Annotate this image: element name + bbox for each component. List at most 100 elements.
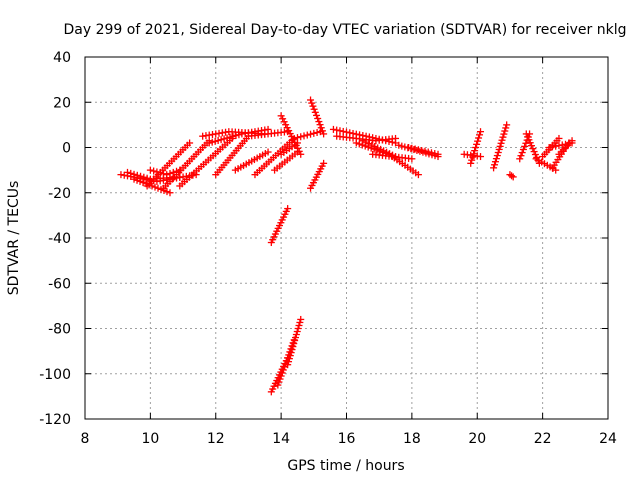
data-point [151,183,159,191]
data-point [312,111,320,119]
data-point [517,152,525,160]
data-point [508,172,516,180]
axis-ticks: 8 10 12 14 16 18 20 22 24 -120 -100 -80 -60 -40 -20 0 20… [39,50,617,447]
data-point [284,361,292,369]
data-point [264,148,272,156]
data-point [414,146,422,154]
x-tick-label: 24 [599,431,617,447]
data-point [472,144,480,151]
data-point [509,173,517,181]
data-point [303,131,311,139]
x-tick-label: 18 [403,431,421,447]
data-point [309,102,317,110]
data-point [297,315,305,323]
data-point [492,155,500,163]
data-point [501,127,509,135]
data-point [427,149,435,157]
data-point [307,96,315,104]
data-point [127,169,135,177]
data-point [314,114,322,122]
data-point [279,366,287,374]
data-point [473,140,481,148]
data-point [143,174,151,182]
data-point [495,145,503,153]
data-point [275,378,283,386]
data-point [395,141,403,149]
data-point [471,147,479,155]
x-axis-label: GPS time / hours [287,458,404,474]
data-point [133,176,141,184]
data-point [297,133,305,141]
data-point [295,321,303,329]
data-point [496,142,504,150]
y-tick-label: -120 [39,412,71,428]
data-point [136,177,144,185]
data-point [405,144,413,151]
data-point [568,137,576,145]
y-axis-label: SDTVAR / TECUs [6,181,22,296]
data-point [274,381,282,389]
data-point [470,150,478,158]
data-point [499,133,507,141]
data-point [521,142,529,150]
x-tick-label: 20 [468,431,486,447]
data-point [475,134,483,142]
data-point [297,150,305,158]
data-point [408,155,416,163]
data-point [498,136,506,144]
y-tick-label: 40 [53,50,71,66]
data-point [434,150,442,158]
data-point [555,134,563,142]
x-tick-label: 8 [81,431,90,447]
data-point [313,129,321,137]
data-point [140,173,148,181]
data-point [502,124,510,132]
data-point [398,142,406,150]
data-point [285,355,293,363]
data-point [276,375,284,383]
data-point [186,139,194,147]
data-point [491,158,499,166]
data-point [493,152,501,160]
data-point [311,108,319,116]
data-point [308,99,316,107]
data-point [293,328,301,336]
data-points [117,96,576,396]
data-point [392,134,400,142]
data-point [296,318,304,326]
data-point [166,170,174,178]
data-point [320,159,328,167]
data-point [307,130,315,138]
data-point [310,129,318,137]
y-tick-label: -100 [39,367,71,383]
data-point [477,153,485,161]
data-point [421,147,429,155]
data-point [500,130,508,138]
data-point [317,124,325,132]
data-point [291,337,299,345]
x-tick-label: 12 [207,431,225,447]
data-point [289,343,297,351]
data-point [166,189,174,197]
data-point [494,149,502,157]
data-point [418,147,426,155]
data-point [519,145,527,153]
data-point [150,167,158,175]
data-point [292,334,300,342]
data-point [408,144,416,152]
x-tick-label: 22 [534,431,552,447]
data-point [474,137,482,145]
data-point [468,156,476,164]
y-tick-label: -20 [48,186,71,202]
data-point [293,139,301,147]
data-point [329,125,337,133]
data-point [503,121,511,129]
data-point [278,369,286,377]
data-point [469,153,477,161]
data-point [516,155,524,163]
data-point [286,352,294,360]
y-tick-label: -80 [48,322,71,338]
data-point [123,168,131,176]
data-point [139,179,147,187]
